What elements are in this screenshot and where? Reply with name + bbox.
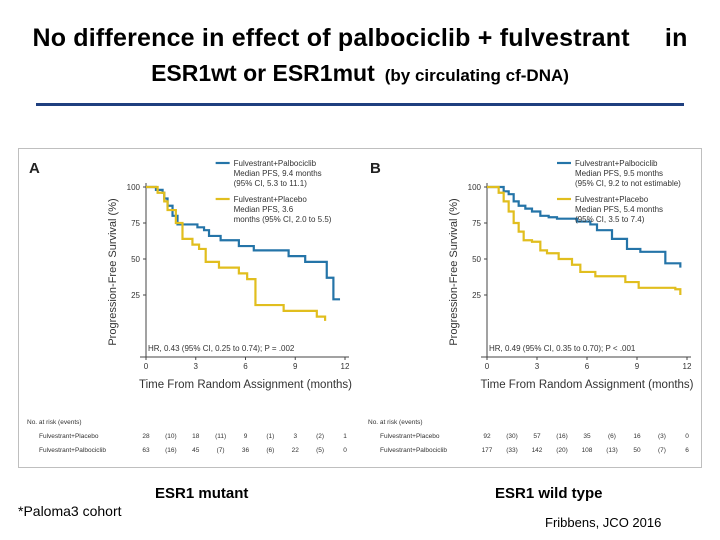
x-tick-label: 9 [293,362,298,371]
legend-text-palbo: Median PFS, 9.4 months [234,169,322,178]
survival-curve-palbo [487,185,682,268]
x-tick-label: 6 [243,362,248,371]
risk-value: 28 [142,433,150,440]
x-tick-label: 0 [485,362,490,371]
hr-annotation: HR, 0.43 (95% CI, 0.25 to 0.74); P = .00… [148,344,295,353]
risk-value: 108 [582,447,593,454]
y-axis-label: Progression-Free Survival (%) [448,198,460,345]
risk-value: 0 [685,433,689,440]
y-tick-label: 100 [468,183,482,192]
risk-value: 92 [483,433,491,440]
y-tick-label: 75 [472,219,481,228]
risk-value: 6 [685,447,689,454]
x-axis-label: Time From Random Assignment (months) [139,379,352,391]
panel-letter: A [29,160,40,177]
x-tick-label: 9 [635,362,640,371]
risk-value: (5) [316,447,324,454]
slide-title-main: No difference in effect of palbociclib +… [32,24,630,52]
risk-value: (2) [316,433,324,440]
risk-value: 9 [244,433,248,440]
km-panel-b: B 25 50 75 100 0 3 6 9 12 Time From Random Assignm… [368,159,694,454]
cohort-note: *Paloma3 cohort [18,503,122,519]
risk-value: (30) [506,433,518,440]
panel-a-caption: ESR1 mutant [155,485,249,502]
legend-text-placebo: months (95% CI, 2.0 to 5.5) [234,215,332,224]
legend-text-palbo: Fulvestrant+Palbociclib [234,159,317,168]
risk-value: (6) [266,447,274,454]
slide-subtitle-main: ESR1wt or ESR1mut [151,60,375,86]
risk-value: 16 [633,433,641,440]
risk-row-label: Fulvestrant+Palbociclib [380,447,447,454]
risk-value: (7) [658,447,666,454]
legend-text-placebo: Fulvestrant+Placebo [234,195,308,204]
risk-row-label: Fulvestrant+Palbociclib [39,447,106,454]
y-tick-label: 75 [131,219,140,228]
risk-value: (7) [217,447,225,454]
risk-table-header: No. at risk (events) [368,419,423,426]
slide-title-in: in [664,24,688,52]
x-tick-label: 3 [535,362,540,371]
y-tick-label: 25 [131,291,140,300]
risk-value: 36 [242,447,250,454]
risk-value: 50 [633,447,641,454]
legend-text-placebo: (95% CI, 3.5 to 7.4) [575,215,645,224]
risk-value: 3 [293,433,297,440]
risk-value: 142 [532,447,543,454]
risk-value: 0 [343,447,347,454]
legend-text-palbo: (95% CI, 5.3 to 11.1) [234,179,308,188]
risk-row-label: Fulvestrant+Placebo [380,433,440,440]
x-tick-label: 12 [683,362,692,371]
legend-text-placebo: Median PFS, 5.4 months [575,205,663,214]
risk-value: (13) [606,447,618,454]
x-tick-label: 3 [194,362,199,371]
risk-value: 1 [343,433,347,440]
y-tick-label: 50 [472,255,481,264]
risk-value: 63 [142,447,150,454]
risk-value: 57 [533,433,541,440]
survival-curve-placebo [487,185,682,295]
citation: Fribbens, JCO 2016 [545,515,662,530]
panel-b-caption: ESR1 wild type [495,485,603,502]
x-axis-label: Time From Random Assignment (months) [480,379,693,391]
risk-value: (6) [608,433,616,440]
y-axis-label: Progression-Free Survival (%) [107,198,119,345]
risk-value: 18 [192,433,200,440]
risk-value: 22 [292,447,300,454]
risk-value: (16) [556,433,568,440]
risk-value: 177 [482,447,493,454]
slide-subtitle-note: (by circulating cf-DNA) [384,66,569,85]
risk-value: (33) [506,447,518,454]
risk-value: (3) [658,433,666,440]
y-tick-label: 100 [127,183,141,192]
hr-annotation: HR, 0.49 (95% CI, 0.35 to 0.70); P < .00… [489,344,636,353]
risk-value: (20) [556,447,568,454]
y-tick-label: 50 [131,255,140,264]
title-rule [36,103,684,106]
slide-title-line1: No difference in effect of palbociclib +… [0,24,720,53]
legend-text-palbo: Median PFS, 9.5 months [575,169,663,178]
risk-row-label: Fulvestrant+Placebo [39,433,99,440]
risk-table-header: No. at risk (events) [27,419,82,426]
risk-value: (1) [266,433,274,440]
x-tick-label: 6 [585,362,590,371]
slide-title-line2: ESR1wt or ESR1mut (by circulating cf-DNA) [0,60,720,87]
legend-text-placebo: Fulvestrant+Placebo [575,195,649,204]
x-tick-label: 12 [341,362,350,371]
risk-value: (11) [215,433,226,440]
legend-text-palbo: Fulvestrant+Palbociclib [575,159,658,168]
figure-frame: A 25 50 75 100 0 3 6 9 12 Time From Random Assignm… [18,148,702,468]
risk-value: 45 [192,447,200,454]
legend-text-placebo: Median PFS, 3.6 [234,205,294,214]
risk-value: 35 [583,433,591,440]
legend-text-palbo: (95% CI, 9.2 to not estimable) [575,179,681,188]
y-tick-label: 25 [472,291,481,300]
risk-value: (16) [165,447,177,454]
x-tick-label: 0 [144,362,149,371]
risk-value: (10) [165,433,177,440]
panel-letter: B [370,160,381,177]
survival-curve-placebo [146,185,327,321]
